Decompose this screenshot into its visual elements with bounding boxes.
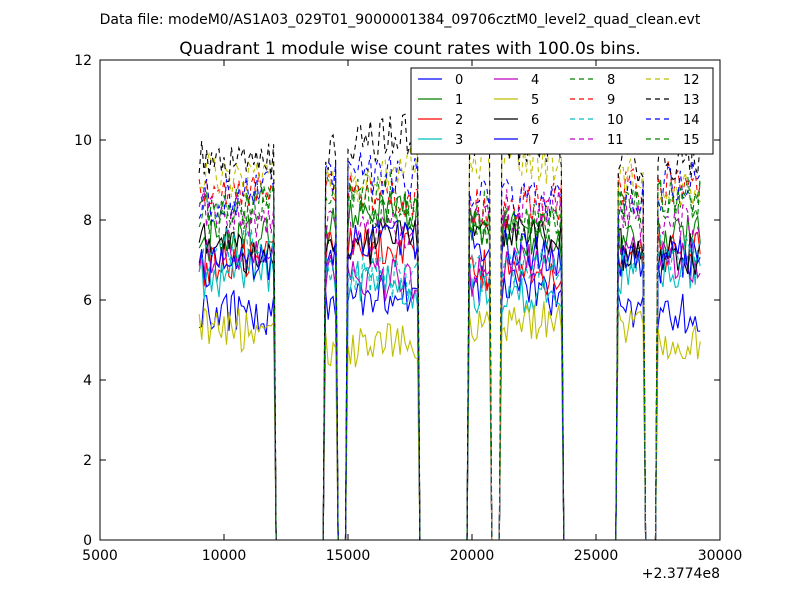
legend-label-4: 4 [531, 73, 539, 88]
legend-label-12: 12 [683, 73, 700, 88]
x-tick-label: 30000 [698, 548, 743, 564]
legend-label-14: 14 [683, 113, 700, 128]
series-line-13 [198, 112, 701, 541]
legend-label-0: 0 [455, 73, 463, 88]
x-tick-label: 25000 [574, 548, 619, 564]
y-tick-label: 2 [83, 453, 92, 469]
x-tick-label: 20000 [450, 548, 495, 564]
y-tick-label: 12 [74, 53, 92, 69]
legend-label-13: 13 [683, 93, 700, 108]
legend-label-6: 6 [531, 113, 539, 128]
series-layer [198, 112, 701, 541]
legend-label-2: 2 [455, 113, 463, 128]
y-tick-label: 10 [74, 133, 92, 149]
x-tick-label: 15000 [326, 548, 371, 564]
legend-label-8: 8 [607, 73, 615, 88]
y-tick-label: 4 [83, 373, 92, 389]
y-tick-label: 8 [83, 213, 92, 229]
legend-label-10: 10 [607, 113, 624, 128]
x-offset-label: +2.3774e8 [642, 566, 720, 582]
legend-label-11: 11 [607, 133, 624, 148]
legend-label-3: 3 [455, 133, 463, 148]
legend-label-9: 9 [607, 93, 615, 108]
x-tick-label: 10000 [202, 548, 247, 564]
legend-label-15: 15 [683, 133, 700, 148]
legend-label-5: 5 [531, 93, 539, 108]
y-tick-label: 0 [83, 533, 92, 549]
data-file-label: Data file: modeM0/AS1A03_029T01_90000013… [100, 12, 701, 28]
legend-frame [410, 67, 714, 155]
y-tick-label: 6 [83, 293, 92, 309]
legend-label-7: 7 [531, 133, 539, 148]
legend-label-1: 1 [455, 93, 463, 108]
x-tick-label: 5000 [82, 548, 118, 564]
chart-title: Quadrant 1 module wise count rates with … [179, 39, 640, 59]
